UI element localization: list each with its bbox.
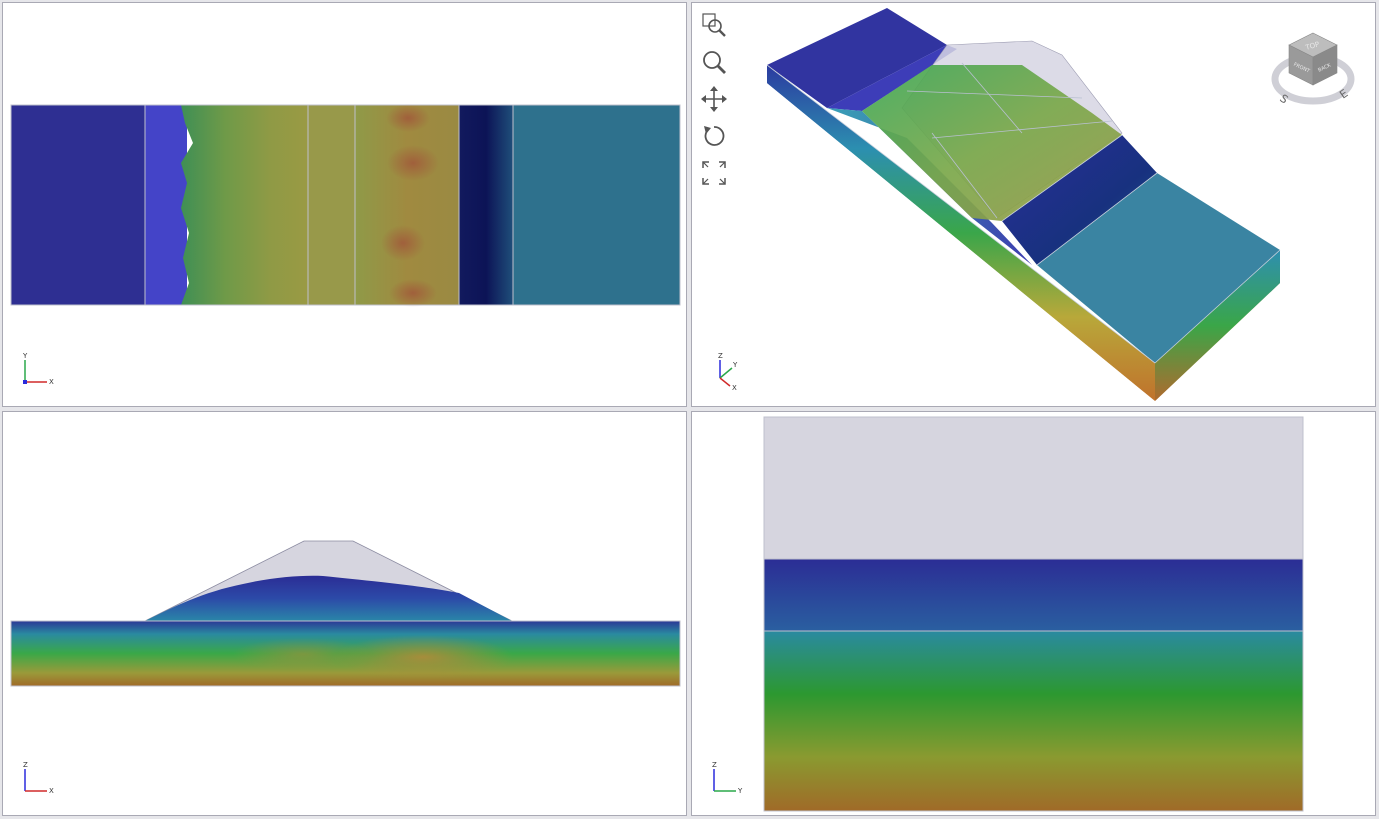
triad-label-x: X <box>49 378 54 386</box>
viewport-top-plan[interactable]: Y X <box>2 2 687 407</box>
block-end-face <box>1155 250 1280 401</box>
plan-view-model <box>10 104 681 307</box>
viewcube-right-face <box>1312 44 1338 86</box>
triad-label-y: Y <box>732 361 738 369</box>
rotate-icon[interactable] <box>700 122 728 150</box>
crest-right-zone <box>355 105 459 305</box>
core-top-face <box>862 65 1122 221</box>
core-zone <box>181 105 308 305</box>
axis-triad-icon: Y X <box>22 352 54 386</box>
foundation-region <box>764 631 1303 811</box>
axis-triad-icon: Z Y <box>712 761 743 795</box>
side-view-model <box>763 416 1304 812</box>
viewport-front-section[interactable]: Z X <box>2 411 687 816</box>
triad-label-y: Y <box>737 787 743 795</box>
upstream-fill-zone <box>11 105 145 305</box>
downstream-slope-face <box>1002 135 1157 265</box>
upstream-slope-zone <box>145 105 187 305</box>
triad-label-z: Z <box>23 761 28 769</box>
block-long-side <box>767 65 1155 401</box>
dam-saturated-zone <box>145 575 512 621</box>
triad-label-z: Z <box>718 352 723 360</box>
triad-label-z: Z <box>712 761 717 769</box>
viewcube-right-label: BACK <box>1317 62 1332 73</box>
view-toolbar <box>700 11 728 196</box>
magnifier-icon[interactable] <box>700 48 728 76</box>
triad-label-y: Y <box>22 352 28 360</box>
viewport-side-section[interactable]: Z Y <box>691 411 1376 816</box>
triad-label-x: X <box>49 787 54 795</box>
downstream-fill-zone <box>513 105 680 305</box>
move-arrows-icon[interactable] <box>700 85 728 113</box>
viewcube-top-label: TOP <box>1304 40 1321 52</box>
axis-triad-icon: Z X <box>23 761 54 795</box>
expand-corners-icon[interactable] <box>700 159 728 187</box>
downstream-top-face <box>1037 173 1280 363</box>
zoom-window-icon[interactable] <box>700 11 728 39</box>
triad-label-x: X <box>732 384 737 392</box>
axis-triad-icon: Z Y X <box>718 352 738 392</box>
perspective-view-model <box>766 8 1281 401</box>
section-view-model <box>10 540 681 687</box>
crest-region <box>764 417 1303 559</box>
view-cube[interactable]: TOP FRONT BACK S E <box>1271 27 1357 113</box>
viewport-3d-perspective[interactable]: TOP FRONT BACK S E Z Y X <box>691 2 1376 407</box>
upstream-top-face <box>767 8 947 108</box>
crest-left-zone <box>308 105 355 305</box>
downstream-slope-zone <box>459 105 513 305</box>
embankment-region <box>764 559 1303 631</box>
